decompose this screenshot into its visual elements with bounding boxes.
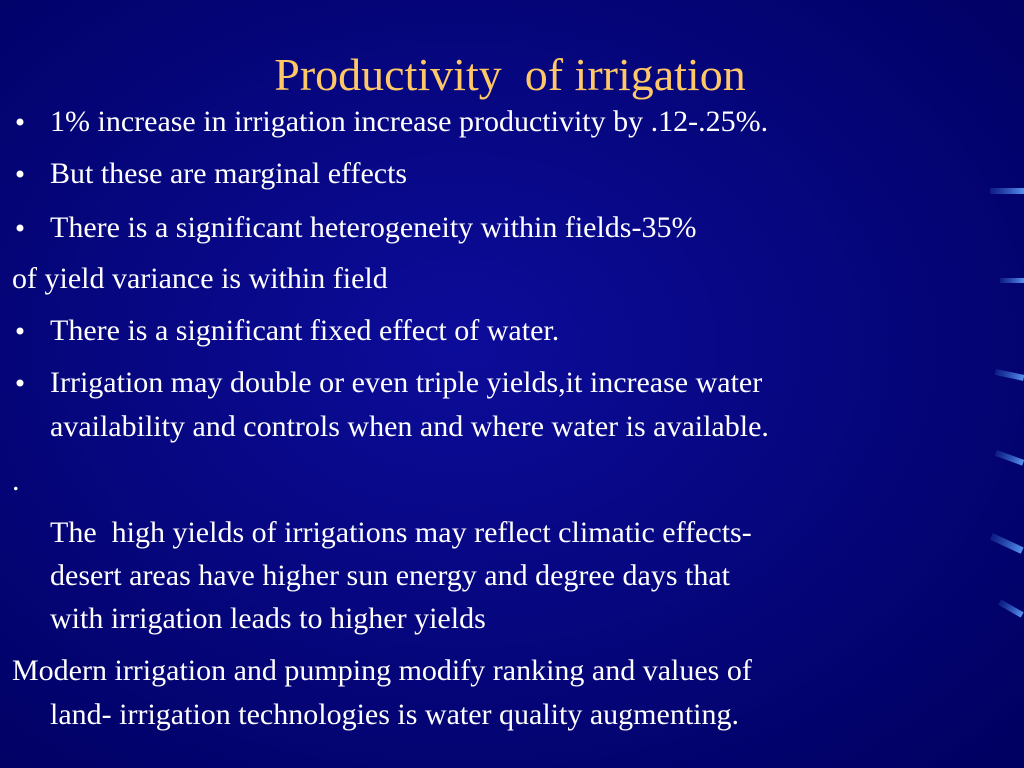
body-line: Irrigation may double or even triple yie… (50, 366, 762, 399)
bullet (16, 379, 24, 387)
bullet (16, 327, 24, 335)
body-line: availability and controls when and where… (50, 410, 769, 443)
slide-title: Productivity of irrigation (274, 49, 745, 100)
decoration (989, 188, 1024, 618)
stripe (1000, 278, 1024, 283)
bullets (16, 118, 24, 387)
body-line: The high yields of irrigations may refle… (50, 516, 752, 549)
body-line: 1% increase in irrigation increase produ… (50, 105, 768, 138)
body-line: But these are marginal effects (50, 157, 407, 190)
stripe (989, 533, 1024, 554)
body-line: of yield variance is within field (12, 262, 388, 295)
stripe (990, 188, 1024, 194)
bullet (16, 224, 24, 232)
body-line: . (12, 464, 20, 497)
body-line: Modern irrigation and pumping modify ran… (12, 654, 752, 687)
bullet (16, 118, 24, 126)
stripe (998, 599, 1024, 618)
stripe (994, 450, 1024, 466)
body-line: land- irrigation technologies is water q… (50, 698, 739, 731)
stripe (994, 368, 1024, 381)
body-line: There is a significant heterogeneity wit… (50, 211, 696, 244)
body-line: with irrigation leads to higher yields (50, 602, 486, 635)
body-line: There is a significant fixed effect of w… (50, 314, 559, 347)
bullet (16, 170, 24, 178)
body-line: desert areas have higher sun energy and … (50, 559, 731, 592)
